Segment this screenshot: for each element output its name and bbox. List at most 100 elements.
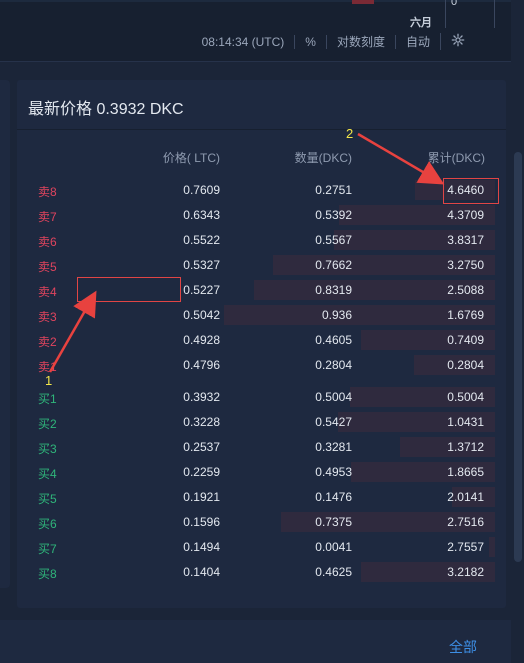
left-panel-edge	[0, 80, 10, 588]
sell-level-label: 卖3	[38, 310, 57, 324]
sell-price: 0.4928	[183, 333, 220, 347]
sell-cumulative: 1.6769	[447, 308, 484, 322]
buy-depth-bar	[452, 487, 495, 507]
sell-order-row[interactable]: 卖3 0.5042 0.936 1.6769	[27, 303, 495, 328]
sell-quantity: 0.936	[321, 308, 352, 322]
buy-depth-bar	[351, 462, 495, 482]
column-header-quantity: 数量(DKC)	[294, 151, 352, 165]
sell-order-row[interactable]: 卖5 0.5327 0.7662 3.2750	[27, 253, 495, 278]
sell-depth-bar	[334, 230, 495, 250]
sell-quantity: 0.2804	[315, 358, 352, 372]
chart-gridline	[0, 0, 511, 2]
sell-level-label: 卖5	[38, 260, 57, 274]
sell-depth-bar	[339, 205, 495, 225]
highlight-box-cumulative	[443, 178, 499, 204]
sell-price: 0.5522	[183, 233, 220, 247]
sell-price: 0.5327	[183, 258, 220, 272]
orderbook-header: 最新价格 0.3932 DKC	[17, 80, 506, 130]
sell-level-label: 卖6	[38, 235, 57, 249]
orderbook-panel: 最新价格 0.3932 DKC 价格( LTC) 数量(DKC) 累计(DKC)…	[17, 80, 506, 608]
bottom-panel	[0, 620, 511, 663]
buy-depth-bar	[281, 512, 495, 532]
sell-cumulative: 3.2750	[447, 258, 484, 272]
column-header-price: 价格( LTC)	[162, 151, 220, 165]
buy-price: 0.3932	[183, 390, 220, 404]
orderbook-rows: 卖8 0.7609 0.2751 4.6460 卖7 0.6343 0.5392 4.3709…	[27, 178, 495, 585]
chart-log-scale-button[interactable]: 对数刻度	[325, 34, 395, 49]
sell-order-row[interactable]: 卖1 0.4796 0.2804 0.2804	[27, 353, 495, 378]
buy-cumulative: 0.5004	[447, 390, 484, 404]
buy-cumulative: 2.7516	[447, 515, 484, 529]
gear-icon	[451, 33, 465, 47]
sell-quantity: 0.2751	[315, 183, 352, 197]
buy-quantity: 0.5004	[315, 390, 352, 404]
buy-cumulative: 1.3712	[447, 440, 484, 454]
chart-auto-button[interactable]: 自动	[394, 34, 440, 49]
buy-quantity: 0.1476	[315, 490, 352, 504]
sell-depth-bar	[361, 330, 495, 350]
buy-cumulative: 2.0141	[447, 490, 484, 504]
chart-x-label: 六月	[410, 17, 432, 29]
sell-cumulative: 0.2804	[447, 358, 484, 372]
buy-order-row[interactable]: 买6 0.1596 0.7375 2.7516	[27, 510, 495, 535]
buy-cumulative: 2.7557	[447, 540, 484, 554]
sell-cumulative: 2.5088	[447, 283, 484, 297]
buy-order-row[interactable]: 买4 0.2259 0.4953 1.8665	[27, 460, 495, 485]
sell-order-row[interactable]: 卖4 0.5227 0.8319 2.5088	[27, 278, 495, 303]
buy-depth-bar	[400, 437, 495, 457]
buy-order-row[interactable]: 买1 0.3932 0.5004 0.5004	[27, 385, 495, 410]
sell-order-row[interactable]: 卖8 0.7609 0.2751 4.6460	[27, 178, 495, 203]
buy-cumulative: 3.2182	[447, 565, 484, 579]
sell-level-label: 卖8	[38, 185, 57, 199]
highlight-box-price	[77, 277, 181, 302]
scrollbar-thumb[interactable]	[514, 152, 522, 562]
sell-depth-bar	[415, 180, 495, 200]
orderbook-title: 最新价格 0.3932 DKC	[28, 101, 184, 118]
sell-depth-bar	[254, 280, 495, 300]
sell-order-row[interactable]: 卖6 0.5522 0.5567 3.8317	[27, 228, 495, 253]
buy-order-row[interactable]: 买7 0.1494 0.0041 2.7557	[27, 535, 495, 560]
chart-percent-button[interactable]: %	[294, 34, 326, 49]
buy-price: 0.1921	[183, 490, 220, 504]
buy-level-label: 买8	[38, 567, 57, 581]
buy-level-label: 买5	[38, 492, 57, 506]
buy-order-row[interactable]: 买8 0.1404 0.4625 3.2182	[27, 560, 495, 585]
annotation-number-1: 1	[45, 373, 53, 388]
chart-settings-button[interactable]	[440, 33, 475, 50]
sell-order-row[interactable]: 卖2 0.4928 0.4605 0.7409	[27, 328, 495, 353]
buy-order-row[interactable]: 买2 0.3228 0.5427 1.0431	[27, 410, 495, 435]
sell-price: 0.5042	[183, 308, 220, 322]
sell-level-label: 卖7	[38, 210, 57, 224]
price-chart[interactable]: 0 六月 08:14:34 (UTC) % 对数刻度 自动	[0, 0, 511, 62]
buy-depth-bar	[338, 412, 495, 432]
buy-price: 0.1404	[183, 565, 220, 579]
column-header-cumulative: 累计(DKC)	[427, 151, 485, 165]
sell-price: 0.6343	[183, 208, 220, 222]
buy-price: 0.1494	[183, 540, 220, 554]
buy-quantity: 0.3281	[315, 440, 352, 454]
buy-order-row[interactable]: 买3 0.2537 0.3281 1.3712	[27, 435, 495, 460]
buy-price: 0.3228	[183, 415, 220, 429]
sell-depth-bar	[414, 355, 495, 375]
view-all-link[interactable]: 全部	[449, 639, 477, 655]
chart-toolbar: 08:14:34 (UTC) % 对数刻度 自动	[192, 33, 475, 50]
sell-level-label: 卖4	[38, 285, 57, 299]
sell-price: 0.4796	[183, 358, 220, 372]
sell-quantity: 0.8319	[315, 283, 352, 297]
chart-y-label: 0	[451, 0, 458, 8]
sell-quantity: 0.5567	[315, 233, 352, 247]
buy-quantity: 0.0041	[315, 540, 352, 554]
buy-cumulative: 1.0431	[447, 415, 484, 429]
annotation-number-2: 2	[346, 126, 354, 141]
sell-cumulative: 3.8317	[447, 233, 484, 247]
sell-cumulative: 4.3709	[447, 208, 484, 222]
sell-cumulative: 0.7409	[447, 333, 484, 347]
sell-depth-bar	[273, 255, 495, 275]
chart-time-button[interactable]: 08:14:34 (UTC)	[201, 34, 285, 49]
chart-axis-divider	[445, 0, 446, 28]
buy-order-row[interactable]: 买5 0.1921 0.1476 2.0141	[27, 485, 495, 510]
sell-price: 0.7609	[183, 183, 220, 197]
sell-depth-bar	[224, 305, 495, 325]
buy-depth-bar	[489, 537, 495, 557]
sell-order-row[interactable]: 卖7 0.6343 0.5392 4.3709	[27, 203, 495, 228]
